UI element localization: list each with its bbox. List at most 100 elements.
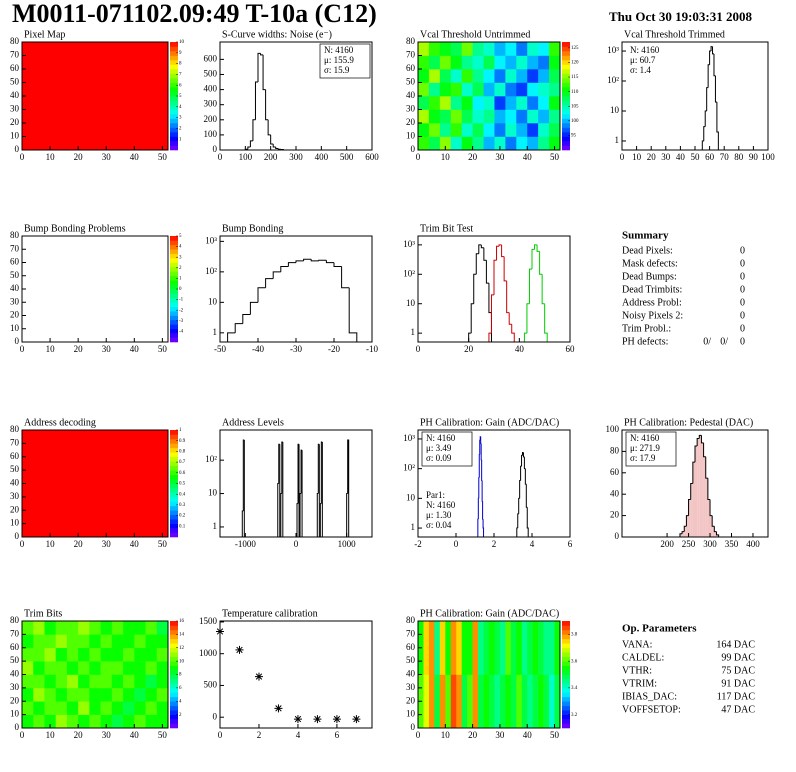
colorbar-step xyxy=(170,461,178,466)
x-tick-label: 20 xyxy=(74,730,84,740)
bar-fill xyxy=(710,515,713,537)
y-tick-label: 10 xyxy=(10,323,20,333)
heatmap-cell xyxy=(521,674,528,729)
heatmap-cell xyxy=(461,55,473,70)
histogram-bin xyxy=(501,244,505,258)
heatmap-cell xyxy=(527,55,539,70)
heatmap-cell xyxy=(494,69,506,83)
stats-line: σ: 1.4 xyxy=(630,65,651,75)
histogram-bin xyxy=(242,313,251,324)
histogram-bin xyxy=(241,510,244,537)
colorbar-step xyxy=(170,665,178,671)
histogram-bin xyxy=(503,256,507,282)
heatmap-cell xyxy=(134,621,146,635)
heatmap-cell xyxy=(134,674,146,689)
histogram-bin xyxy=(698,434,702,439)
op-value: 117 DAC xyxy=(717,691,756,702)
histogram-bin xyxy=(301,450,318,538)
colorbar-step xyxy=(170,333,178,338)
histogram-bin xyxy=(544,303,548,342)
histogram-bin xyxy=(277,483,279,537)
y-tick-label: 20 xyxy=(610,510,620,520)
x-tick-label: 200 xyxy=(264,152,278,162)
heatmap-cell xyxy=(538,96,550,110)
histogram-bin xyxy=(262,54,266,91)
heatmap-cell xyxy=(100,674,113,689)
summary-label: Dead Bumps: xyxy=(622,271,677,282)
heatmap-cell xyxy=(543,674,550,729)
bar-fill xyxy=(688,499,691,537)
colorbar-step xyxy=(170,501,178,507)
heatmap-cell xyxy=(123,661,135,675)
heatmap-cell xyxy=(472,55,484,70)
colorbar-label: 1 xyxy=(179,137,182,142)
heatmap-cell xyxy=(156,714,169,729)
y-tick-label: 70 xyxy=(10,243,20,253)
colorbar-step xyxy=(170,319,178,325)
heatmap-cell xyxy=(156,674,169,689)
op-value: 99 DAC xyxy=(721,652,755,663)
heatmap-cell xyxy=(461,123,473,137)
heatmap-cell xyxy=(66,647,79,662)
heatmap-cell xyxy=(134,687,146,702)
heatmap-cell xyxy=(483,96,495,110)
heatmap-cell xyxy=(456,621,462,675)
y-tick-label: 40 xyxy=(10,669,20,679)
colorbar-step xyxy=(170,474,178,480)
y-tick-label: 10³ xyxy=(205,235,217,245)
colorbar-label: 105 xyxy=(571,104,579,109)
heatmap-cell xyxy=(494,136,506,151)
colorbar-label: 10 xyxy=(179,40,185,45)
op-value: 75 DAC xyxy=(721,665,755,676)
y-tick-label: 200 xyxy=(204,114,218,124)
y-tick-label: 1 xyxy=(615,135,620,145)
histogram-bin xyxy=(696,438,700,447)
histogram-bin xyxy=(287,262,296,267)
heatmap-cell xyxy=(22,701,34,715)
stats-line: μ: 155.9 xyxy=(324,55,354,65)
x-tick-label: 100 xyxy=(239,152,253,162)
heatmap-cell xyxy=(100,634,113,649)
heatmap-cell xyxy=(483,109,495,124)
summary-value: 0 xyxy=(740,297,745,308)
colorbar-step xyxy=(170,638,178,644)
histogram-bin xyxy=(715,531,720,537)
y-tick-label: 80 xyxy=(10,424,20,434)
colorbar-step xyxy=(170,523,178,529)
colorbar-step xyxy=(562,638,570,644)
histogram-bin xyxy=(282,441,298,538)
colorbar-step xyxy=(170,78,178,83)
histogram-bin xyxy=(517,513,519,529)
y-tick-label: 10² xyxy=(205,266,217,276)
y-tick-label: 60 xyxy=(10,451,20,461)
heatmap-cell xyxy=(439,96,452,110)
x-tick-label: 500 xyxy=(340,152,354,162)
heatmap-cell xyxy=(44,701,56,715)
colorbar-label: 9 xyxy=(179,51,182,56)
colorbar-step xyxy=(170,634,178,640)
heatmap-cell xyxy=(450,674,457,729)
y-tick-label: 30 xyxy=(10,491,20,501)
y-tick-label: 10 xyxy=(406,492,416,502)
heatmap-cell xyxy=(428,621,435,675)
colorbar-step xyxy=(170,64,178,70)
bar-fill xyxy=(679,533,683,537)
y-tick-label: 50 xyxy=(10,77,20,87)
heatmap-cell xyxy=(89,701,101,715)
heatmap-cell xyxy=(439,123,452,137)
y-tick-label: 600 xyxy=(204,53,218,63)
colorbar-step xyxy=(562,141,570,146)
histogram-bin xyxy=(707,478,711,501)
heatmap-cell xyxy=(134,634,146,649)
heatmap-cell xyxy=(516,109,528,124)
heatmap-cell xyxy=(450,55,462,70)
heatmap-cell xyxy=(516,136,528,151)
heatmap-cell xyxy=(549,674,555,729)
page-title: M0011-071102.09:49 T-10a (C12) xyxy=(12,0,377,28)
histogram-bin xyxy=(321,441,347,538)
colorbar-label: 3.8 xyxy=(571,633,578,638)
histogram-bin xyxy=(488,332,492,342)
colorbar-label: 0.6 xyxy=(179,471,186,476)
stats-box xyxy=(421,431,473,467)
y-tick-label: 20 xyxy=(406,695,416,705)
